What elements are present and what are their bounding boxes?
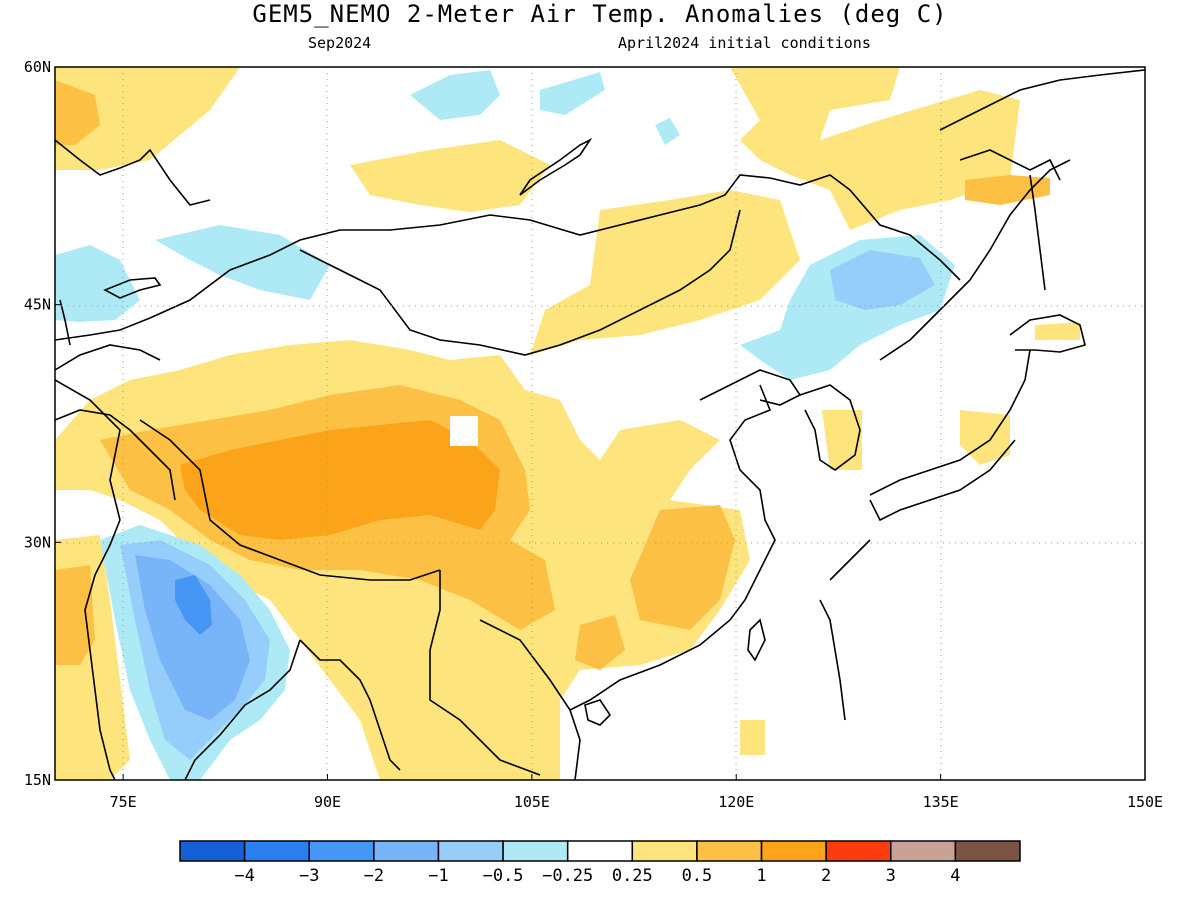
lat-tick-label: 45N [24,296,51,314]
colorbar-label: 0.25 [612,866,653,886]
coast-bohai [699,369,802,406]
anomaly-region-korea-warm [822,410,862,470]
colorbar: −4 −3 −2 −1 −0.5 −0.25 0.25 0.5 1 2 3 4 [179,840,1021,886]
anomaly-region-india-cool-peak [175,575,212,635]
anomaly-region-north-warm [55,67,240,170]
colorbar-swatch [954,840,1021,862]
border-mongolia-china [299,209,741,356]
coast-india-west [84,519,121,780]
colorbar-swatch [631,840,698,862]
colorbar-label: 0.5 [682,866,713,886]
coast-caspian-aral [59,299,71,346]
plot-frame [54,66,1146,781]
anomaly-region-taiwan-warm [740,720,765,755]
lat-tick-label: 15N [24,771,51,789]
coast-kamchatka [939,69,1145,131]
lon-tick-label: 90E [314,793,341,811]
coast-arctic [55,139,211,206]
anomaly-region-india-cool-core [135,555,250,720]
coast-hokkaido [1009,314,1086,353]
coast-korea [799,384,861,471]
coast-japan-south [869,439,1016,522]
coast-taiwan [747,618,766,662]
anomaly-region-westindia-orange [55,565,95,665]
colorbar-swatch [502,840,569,862]
coast-sakhalin [1029,174,1046,291]
anomaly-region-southchina-orange [630,505,735,630]
anomaly-region-northeast-warm [730,67,1020,230]
colorbar-label: −4 [234,866,254,886]
border-central-asia [55,344,161,371]
anomaly-region-yunnan-orange [575,615,625,670]
anomaly-shading [55,67,1080,780]
coast-philippines [819,599,846,721]
anomaly-region-tibet-peak [180,420,500,540]
border-karakoram [55,409,176,501]
border-russia-china [55,174,961,341]
map-grid [55,67,1145,780]
colorbar-swatch [890,840,957,862]
anomaly-region-hokkaido-warm [1035,322,1080,340]
anomaly-region-arctic-cool-3 [655,118,680,145]
border-pakistan [55,379,121,521]
colorbar-swatch [760,840,827,862]
lon-tick-label: 135E [923,793,959,811]
colorbar-swatch [179,840,246,862]
anomaly-region-kazakh-cool-2 [155,225,330,300]
colorbar-swatch [566,840,634,862]
coast-hainan [584,699,612,726]
colorbar-swatch [696,840,763,862]
anomaly-gap-lake [450,416,478,446]
border-indochina [429,570,541,776]
coast-bay-bengal [299,639,401,771]
axis-ticks: 75E 90E 105E 120E 135E 150E 60N 45N 30N 15N [24,58,1163,811]
subtitle-initial-conditions: April2024 initial conditions [618,34,871,52]
colorbar-swatch [825,840,892,862]
colorbar-label: 1 [756,866,766,886]
colorbar-label: −0.25 [542,866,593,886]
anomaly-region-northwest-orange [55,80,100,145]
lon-tick-label: 75E [110,793,137,811]
lat-tick-label: 60N [24,58,51,76]
lon-tick-label: 120E [718,793,754,811]
lat-tick-label: 30N [24,533,51,551]
coastlines-borders [55,69,1145,780]
lon-tick-label: 150E [1127,793,1163,811]
colorbar-label: −3 [299,866,319,886]
colorbar-swatch [373,840,440,862]
lake-balkhash [103,277,162,299]
lake-baikal [519,137,593,196]
coast-ryukyu [829,539,871,581]
anomaly-region-siberia-warm [350,140,550,212]
colorbar-label: 4 [950,866,960,886]
anomaly-region-manchuria-cool-core [830,250,935,310]
coast-japan-honshu [869,349,1031,496]
coast-india-east [184,639,301,780]
subtitle-month: Sep2024 [308,34,372,52]
coast-russia-far-east [879,159,1071,361]
border-laos-vietnam [479,619,581,780]
colorbar-label: 3 [886,866,896,886]
colorbar-label: −0.5 [483,866,524,886]
colorbar-swatch [308,840,375,862]
anomaly-region-arctic-cool-2 [540,72,605,115]
page-title: GEM5_NEMO 2-Meter Air Temp. Anomalies (d… [252,0,948,28]
border-himalaya [139,419,441,581]
colorbar-swatch [437,840,504,862]
coast-china-east [569,384,776,711]
colorbar-swatch [243,840,310,862]
colorbar-label: 2 [821,866,831,886]
coast-okhotsk [959,149,1061,181]
anomaly-region-sakhalin-orange [965,175,1050,205]
colorbar-label: −2 [364,866,384,886]
colorbar-label: −1 [428,866,448,886]
lon-tick-label: 105E [514,793,550,811]
anomaly-region-kazakh-cool [55,245,140,322]
anomaly-region-arctic-cool [410,70,500,120]
